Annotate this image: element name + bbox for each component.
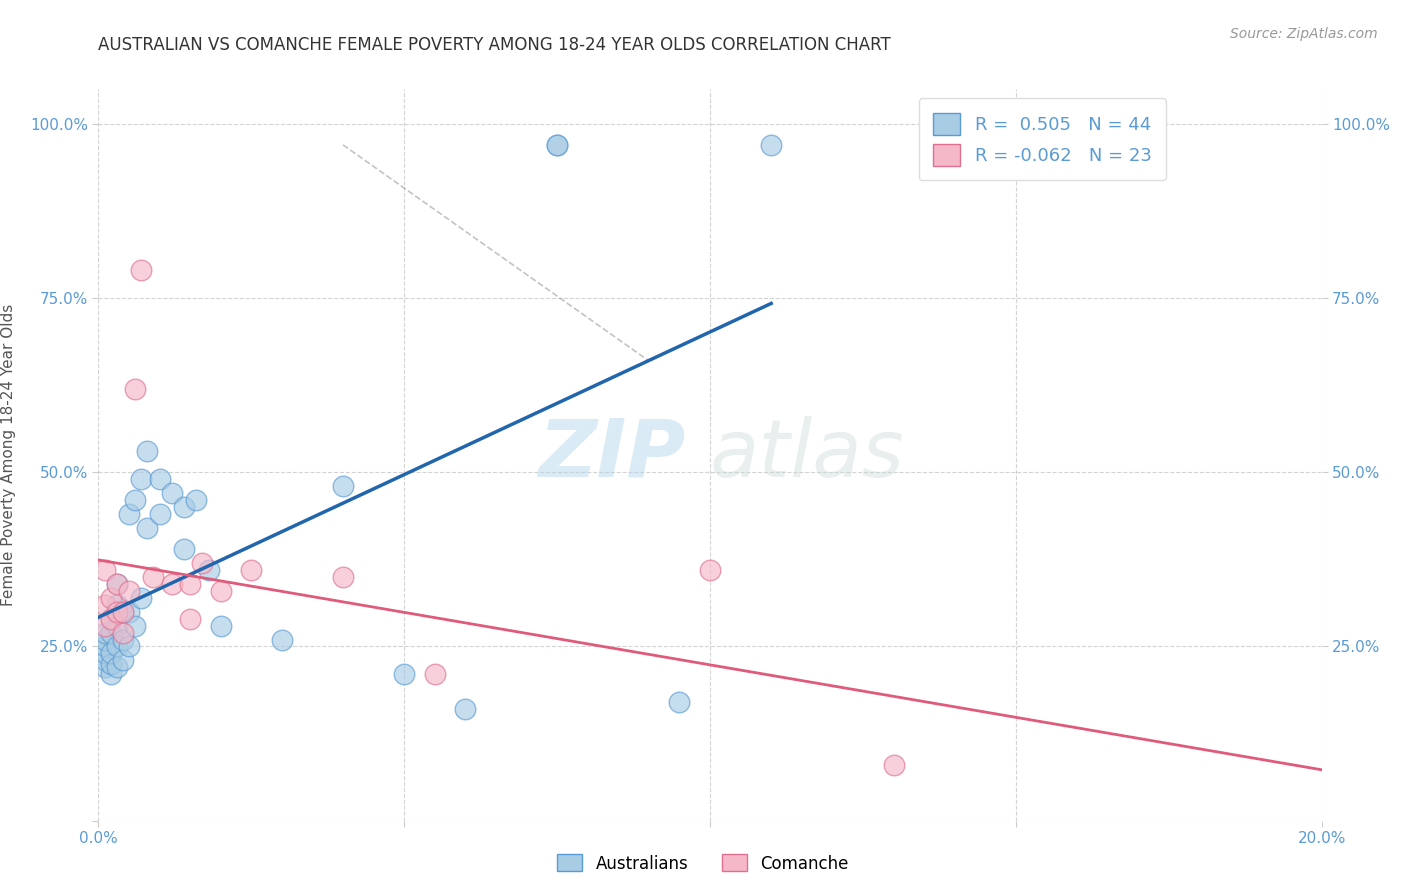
Australians — [118, 605, 141, 619]
Australians — [100, 612, 122, 626]
Australians — [93, 660, 115, 674]
Australians — [105, 640, 128, 654]
Comanche — [93, 618, 115, 632]
Comanche — [93, 598, 115, 612]
Australians — [100, 647, 122, 661]
Comanche — [699, 563, 721, 577]
Legend: Australians, Comanche: Australians, Comanche — [551, 847, 855, 880]
Australians — [118, 640, 141, 654]
Comanche — [111, 625, 134, 640]
Comanche — [179, 576, 201, 591]
Comanche — [179, 612, 201, 626]
Australians — [136, 521, 159, 535]
Australians — [111, 653, 134, 667]
Australians — [454, 702, 477, 716]
Australians — [118, 507, 141, 521]
Australians — [197, 563, 219, 577]
Comanche — [160, 576, 183, 591]
Text: atlas: atlas — [710, 416, 905, 494]
Australians — [93, 640, 115, 654]
Comanche — [209, 583, 232, 598]
Australians — [759, 137, 782, 152]
Australians — [270, 632, 292, 647]
Comanche — [191, 556, 214, 570]
Comanche — [129, 263, 152, 277]
Australians — [209, 618, 232, 632]
Comanche — [93, 563, 115, 577]
Australians — [332, 479, 354, 493]
Australians — [136, 444, 159, 458]
Text: AUSTRALIAN VS COMANCHE FEMALE POVERTY AMONG 18-24 YEAR OLDS CORRELATION CHART: AUSTRALIAN VS COMANCHE FEMALE POVERTY AM… — [98, 36, 891, 54]
Australians — [111, 632, 134, 647]
Australians — [124, 493, 146, 508]
Australians — [93, 632, 115, 647]
Comanche — [142, 570, 165, 584]
Australians — [105, 576, 128, 591]
Australians — [149, 507, 172, 521]
Australians — [173, 500, 195, 515]
Australians — [111, 605, 134, 619]
Text: Source: ZipAtlas.com: Source: ZipAtlas.com — [1230, 27, 1378, 41]
Australians — [105, 618, 128, 632]
Australians — [105, 598, 128, 612]
Australians — [149, 472, 172, 486]
Australians — [668, 695, 690, 709]
Legend: R =  0.505   N = 44, R = -0.062   N = 23: R = 0.505 N = 44, R = -0.062 N = 23 — [918, 98, 1166, 180]
Comanche — [111, 605, 134, 619]
Comanche — [100, 612, 122, 626]
Australians — [173, 541, 195, 556]
Text: ZIP: ZIP — [538, 416, 686, 494]
Comanche — [240, 563, 263, 577]
Australians — [93, 625, 115, 640]
Comanche — [118, 583, 141, 598]
Australians — [93, 653, 115, 667]
Comanche — [883, 758, 905, 772]
Comanche — [423, 667, 446, 681]
Australians — [186, 493, 208, 508]
Australians — [100, 667, 122, 681]
Comanche — [105, 605, 128, 619]
Comanche — [100, 591, 122, 605]
Australians — [160, 486, 183, 500]
Australians — [129, 591, 152, 605]
Australians — [392, 667, 416, 681]
Y-axis label: Female Poverty Among 18-24 Year Olds: Female Poverty Among 18-24 Year Olds — [1, 304, 15, 606]
Australians — [124, 618, 146, 632]
Australians — [546, 137, 568, 152]
Australians — [546, 137, 568, 152]
Australians — [100, 625, 122, 640]
Australians — [93, 647, 115, 661]
Australians — [129, 472, 152, 486]
Comanche — [332, 570, 354, 584]
Australians — [105, 660, 128, 674]
Australians — [100, 657, 122, 671]
Comanche — [105, 576, 128, 591]
Comanche — [124, 382, 146, 396]
